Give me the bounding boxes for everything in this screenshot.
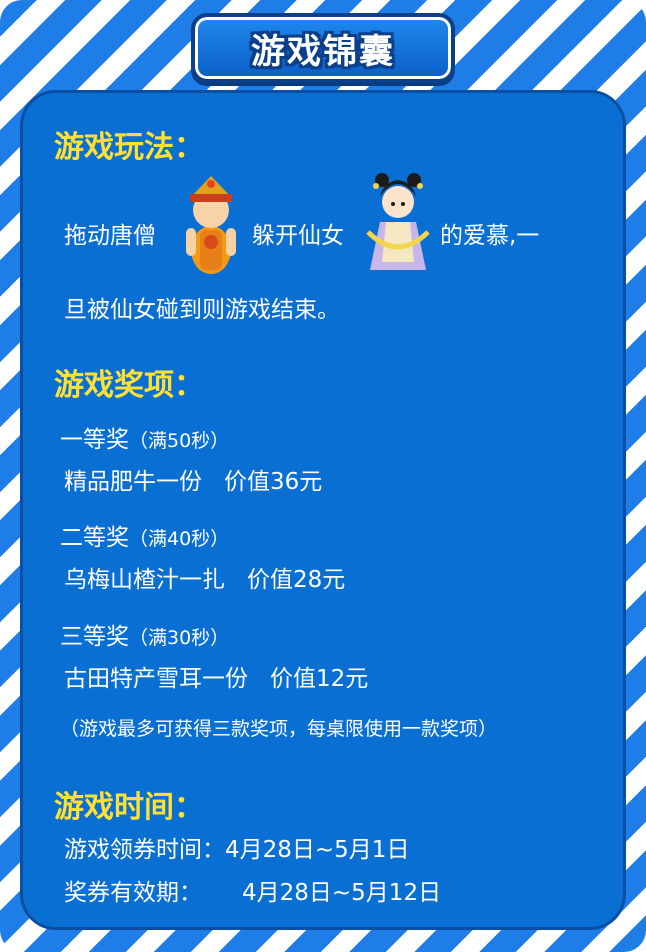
prizes-heading: 游戏奖项： [54, 368, 204, 403]
content-panel [20, 90, 626, 930]
prize-name: 古田特产雪耳一份 [64, 666, 248, 692]
prize-condition: （满30秒） [129, 627, 230, 649]
prize-rank: 二等奖 [60, 525, 129, 551]
prize-name: 精品肥牛一份 [64, 469, 202, 495]
prize-value: 价值28元 [246, 567, 346, 593]
prize-value: 价值12元 [269, 666, 369, 692]
coupon-time-row: 游戏领券时间：4月28日~5月1日 [64, 830, 409, 864]
prize-value: 价值36元 [223, 469, 323, 495]
prize-name: 乌梅山楂汁一扎 [64, 567, 225, 593]
coupon-time-label: 游戏领券时间： [64, 837, 225, 863]
prize-rank: 一等奖 [60, 427, 129, 453]
page-title: 游戏锦囊 [251, 31, 395, 72]
fairy-icon [366, 173, 430, 270]
valid-period-label: 奖券有效期： [64, 880, 202, 906]
valid-period-value: 4月28日~5月12日 [242, 880, 442, 906]
prize-item-2: 二等奖（满40秒） 乌梅山楂汁一扎 价值28元 [60, 518, 345, 594]
gameplay-text-part1: 拖动唐僧 [64, 223, 156, 249]
coupon-time-value: 4月28日~5月1日 [225, 837, 410, 863]
prize-item-1: 一等奖（满50秒） 精品肥牛一份 价值36元 [60, 420, 322, 496]
title-tab: 游戏锦囊 [191, 13, 455, 83]
prizes-note: （游戏最多可获得三款奖项，每桌限使用一款奖项） [60, 718, 498, 740]
time-heading: 游戏时间： [54, 790, 204, 825]
monk-icon [186, 176, 236, 274]
valid-period-row: 奖券有效期： 4月28日~5月12日 [64, 873, 441, 907]
prize-item-3: 三等奖（满30秒） 古田特产雪耳一份 价值12元 [60, 617, 368, 693]
prize-condition: （满50秒） [129, 430, 230, 452]
gameplay-text-line2: 旦被仙女碰到则游戏结束。 [64, 297, 340, 323]
prize-condition: （满40秒） [129, 528, 230, 550]
gameplay-heading: 游戏玩法： [54, 130, 204, 165]
prize-rank: 三等奖 [60, 624, 129, 650]
gameplay-text-part3: 的爱慕,一 [440, 223, 540, 249]
gameplay-text-part2: 躲开仙女 [252, 223, 344, 249]
